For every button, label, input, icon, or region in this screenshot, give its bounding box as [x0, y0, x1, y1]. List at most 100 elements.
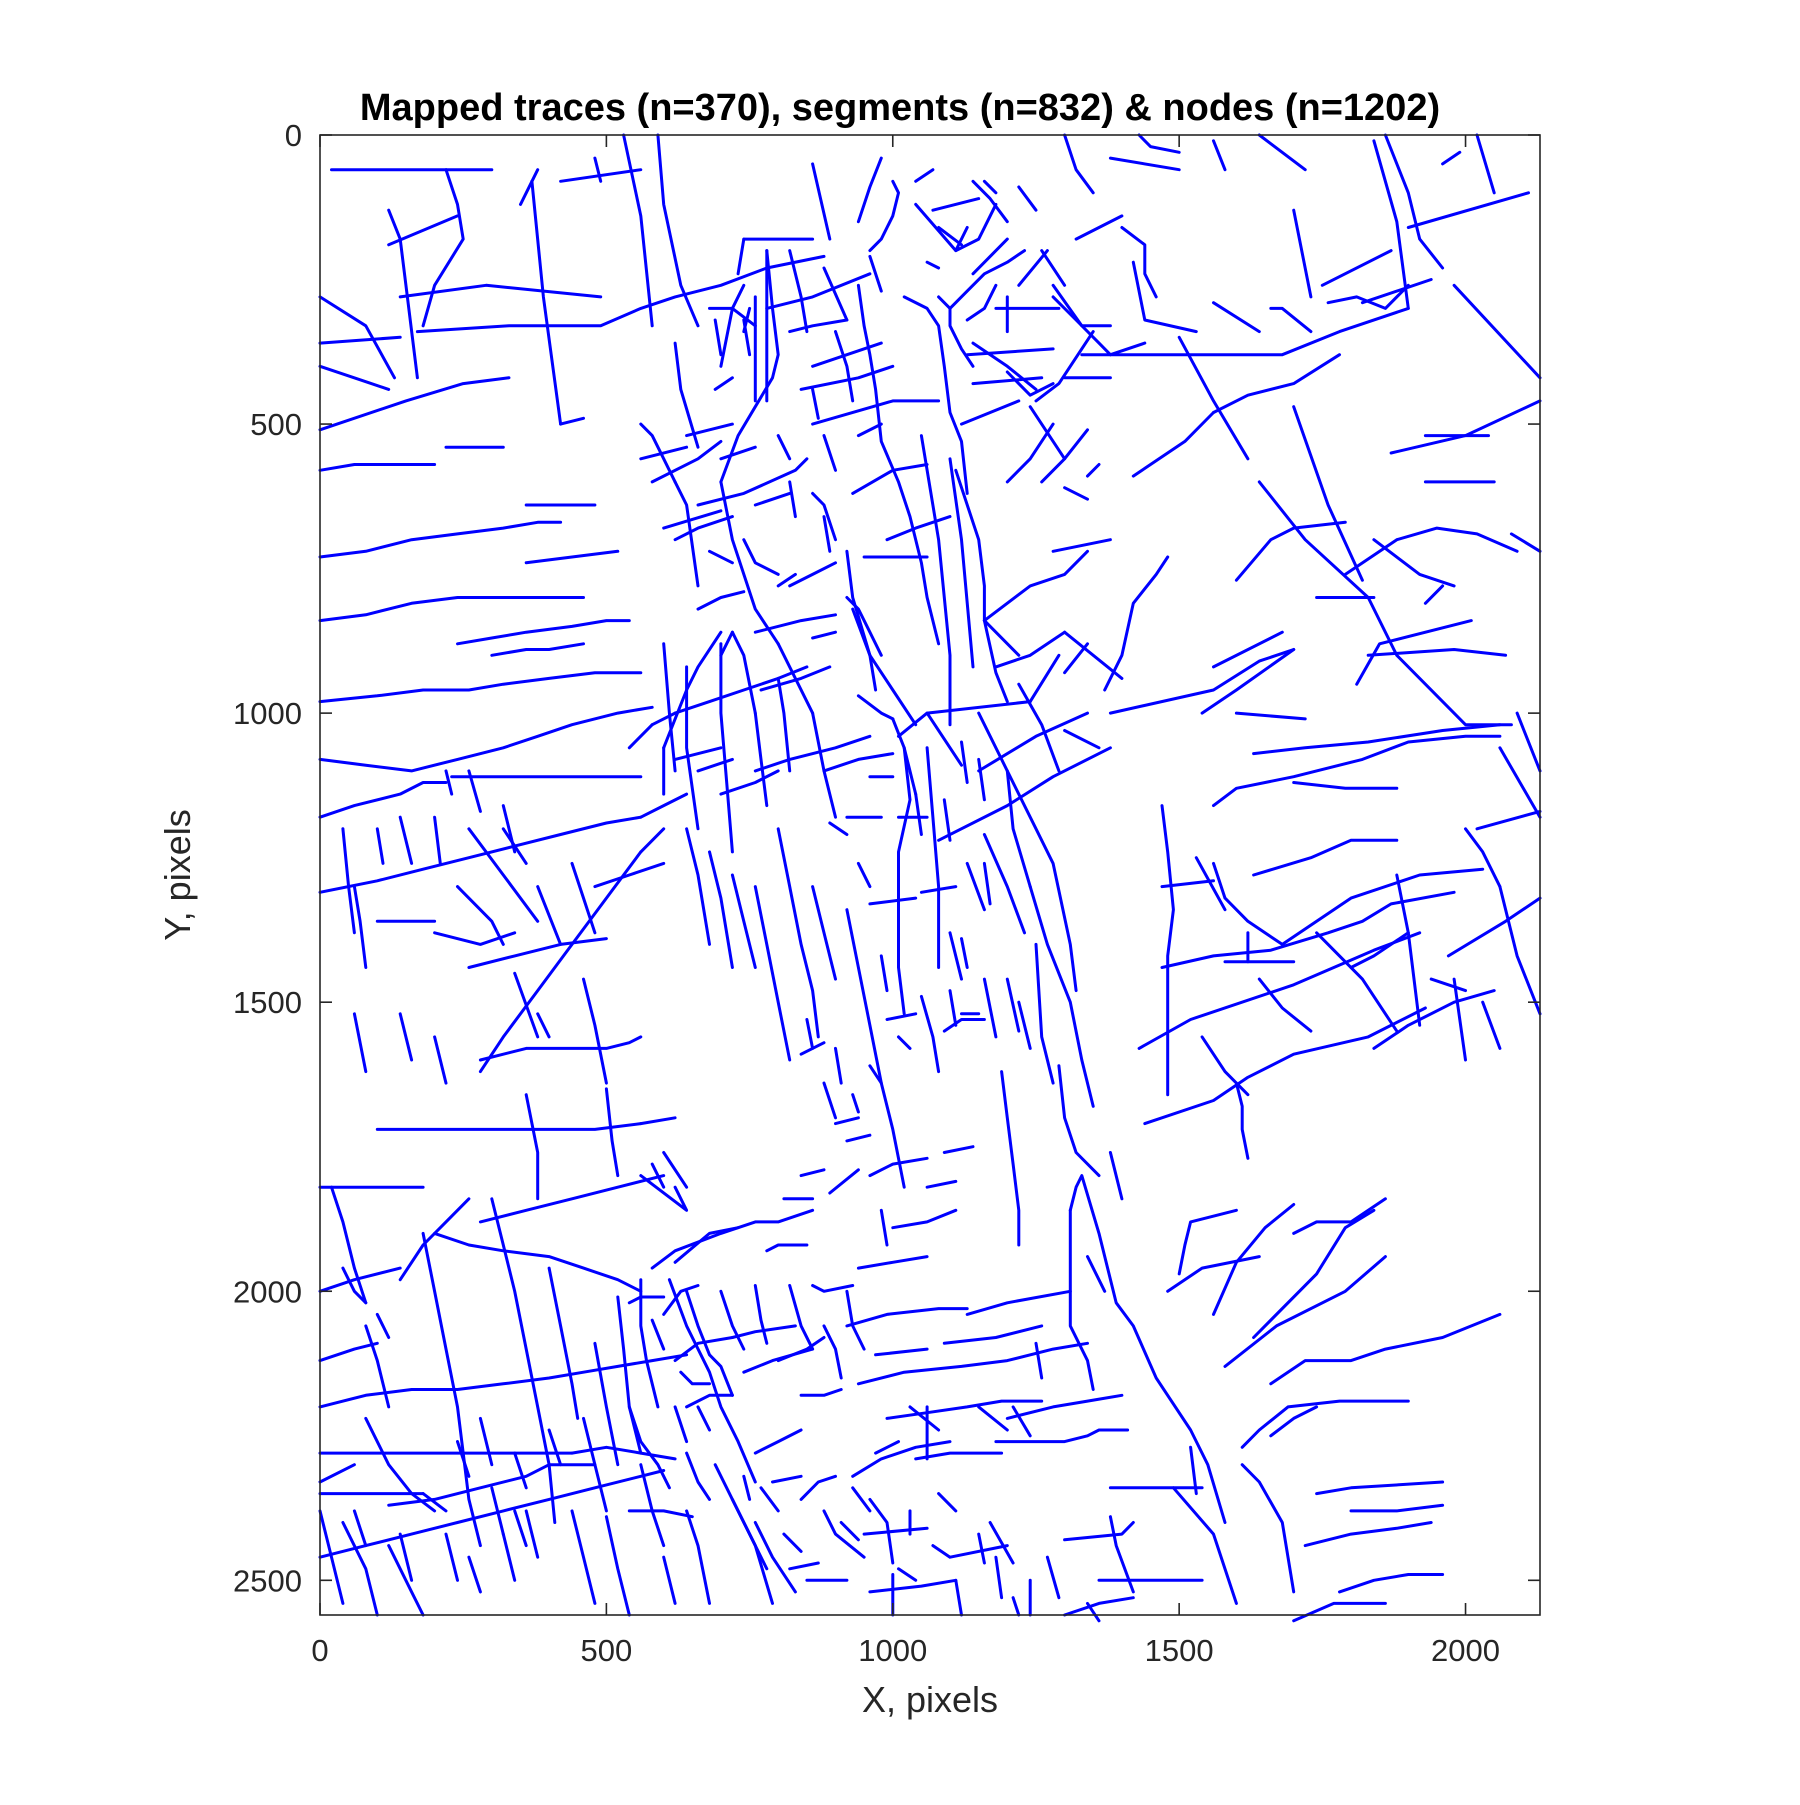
trace-line-283: [891, 717, 918, 796]
trace-line-199: [851, 1486, 872, 1513]
trace-line-223: [673, 1226, 740, 1264]
trace-line-86: [1292, 1601, 1387, 1623]
x-tick-label: 1000: [858, 1633, 927, 1668]
trace-line-108: [1498, 746, 1542, 819]
trace-line-344: [696, 590, 746, 611]
trace-line-286: [845, 596, 883, 657]
trace-line-138: [931, 197, 981, 212]
trace-line-85: [1338, 1573, 1445, 1594]
trace-line-335: [776, 434, 792, 461]
trace-line-221: [667, 1278, 757, 1484]
trace-line-292: [799, 364, 895, 391]
trace-line-268: [960, 937, 969, 969]
trace-line-358: [811, 711, 837, 819]
trace-line-129: [1028, 405, 1067, 461]
trace-line-83: [1349, 1503, 1445, 1513]
trace-line-29: [1406, 191, 1530, 229]
trace-line-248: [845, 1133, 872, 1143]
trace-line-461: [478, 1416, 494, 1467]
trace-line-247: [868, 1156, 929, 1178]
trace-line-400: [536, 885, 563, 946]
trace-line-217: [685, 1509, 711, 1605]
trace-line-67: [1212, 734, 1502, 808]
trace-line-357: [776, 676, 792, 773]
trace-line-433: [570, 1445, 677, 1461]
trace-line-149: [1028, 653, 1061, 704]
trace-line-152: [1005, 769, 1032, 889]
trace-line-131: [1063, 486, 1089, 501]
trace-line-27: [1383, 133, 1445, 270]
trace-line-160: [1057, 1064, 1101, 1178]
trace-line-216: [742, 1474, 752, 1501]
trace-line-337: [811, 387, 820, 420]
trace-line-232: [753, 1428, 803, 1455]
trace-line-91: [1160, 804, 1175, 1097]
trace-line-265: [948, 989, 958, 1027]
trace-line-315: [673, 341, 700, 449]
trace-line-312: [719, 283, 746, 368]
trace-line-418: [524, 1093, 540, 1201]
trace-line-204: [994, 1555, 1004, 1600]
trace-line-212: [759, 1486, 780, 1513]
trace-line-183: [977, 1405, 1009, 1432]
y-tick-label: 1500: [233, 985, 302, 1020]
trace-line-165: [1171, 1486, 1238, 1605]
trace-line-438: [364, 1416, 437, 1513]
trace-lines: [318, 133, 1542, 1623]
trace-line-169: [1063, 1521, 1135, 1542]
trace-line-331: [776, 642, 815, 715]
trace-line-316: [673, 480, 700, 588]
trace-line-74: [1143, 1006, 1427, 1126]
trace-line-300: [919, 434, 952, 727]
trace-line-390: [456, 885, 505, 946]
trace-line-55: [1372, 538, 1456, 588]
trace-line-101: [1429, 977, 1467, 993]
trace-line-235: [742, 1347, 815, 1374]
trace-line-209: [782, 1532, 803, 1553]
trace-line-303: [925, 260, 941, 270]
trace-line-397: [433, 815, 442, 865]
trace-line-450: [639, 1463, 666, 1548]
chart-title: Mapped traces (n=370), segments (n=832) …: [360, 87, 1440, 129]
trace-line-19: [811, 162, 832, 241]
trace-line-113: [1051, 538, 1112, 553]
trace-line-124: [965, 347, 1055, 357]
trace-line-141: [914, 168, 935, 183]
trace-line-72: [1160, 890, 1456, 969]
trace-line-324: [673, 515, 734, 542]
trace-line-328: [788, 561, 837, 588]
trace-line-186: [874, 1440, 900, 1455]
trace-line-350: [650, 711, 677, 727]
trace-line-37: [1080, 306, 1410, 357]
trace-line-172: [1063, 1596, 1135, 1617]
trace-line-373: [318, 815, 643, 894]
trace-line-356: [753, 711, 769, 808]
trace-line-125: [971, 376, 1044, 386]
trace-line-90: [1234, 1081, 1250, 1160]
trace-line-424: [398, 1197, 471, 1282]
trace-line-180: [856, 1341, 1089, 1386]
trace-line-77: [1212, 1203, 1296, 1316]
trace-line-178: [845, 1307, 969, 1328]
trace-line-146: [982, 549, 1089, 623]
trace-line-401: [570, 861, 597, 935]
trace-line-362: [685, 827, 711, 946]
trace-line-332: [788, 480, 797, 519]
trace-line-463: [547, 1428, 563, 1467]
trace-line-100: [1395, 873, 1422, 1027]
trace-line-353: [685, 665, 700, 831]
trace-line-341: [776, 572, 797, 588]
trace-line-384: [524, 549, 620, 565]
trace-line-317: [696, 457, 809, 507]
trace-line-304: [868, 179, 900, 253]
trace-line-376: [318, 705, 654, 773]
trace-line-127: [1005, 370, 1055, 397]
trace-line-423: [318, 1266, 402, 1293]
trace-line-346: [662, 630, 723, 750]
trace-line-105: [1481, 1000, 1502, 1050]
trace-line-49: [1343, 526, 1519, 576]
trace-line-61: [977, 711, 1089, 773]
trace-line-162: [1068, 1174, 1227, 1524]
trace-line-261: [885, 1012, 918, 1021]
trace-line-327: [811, 491, 837, 542]
